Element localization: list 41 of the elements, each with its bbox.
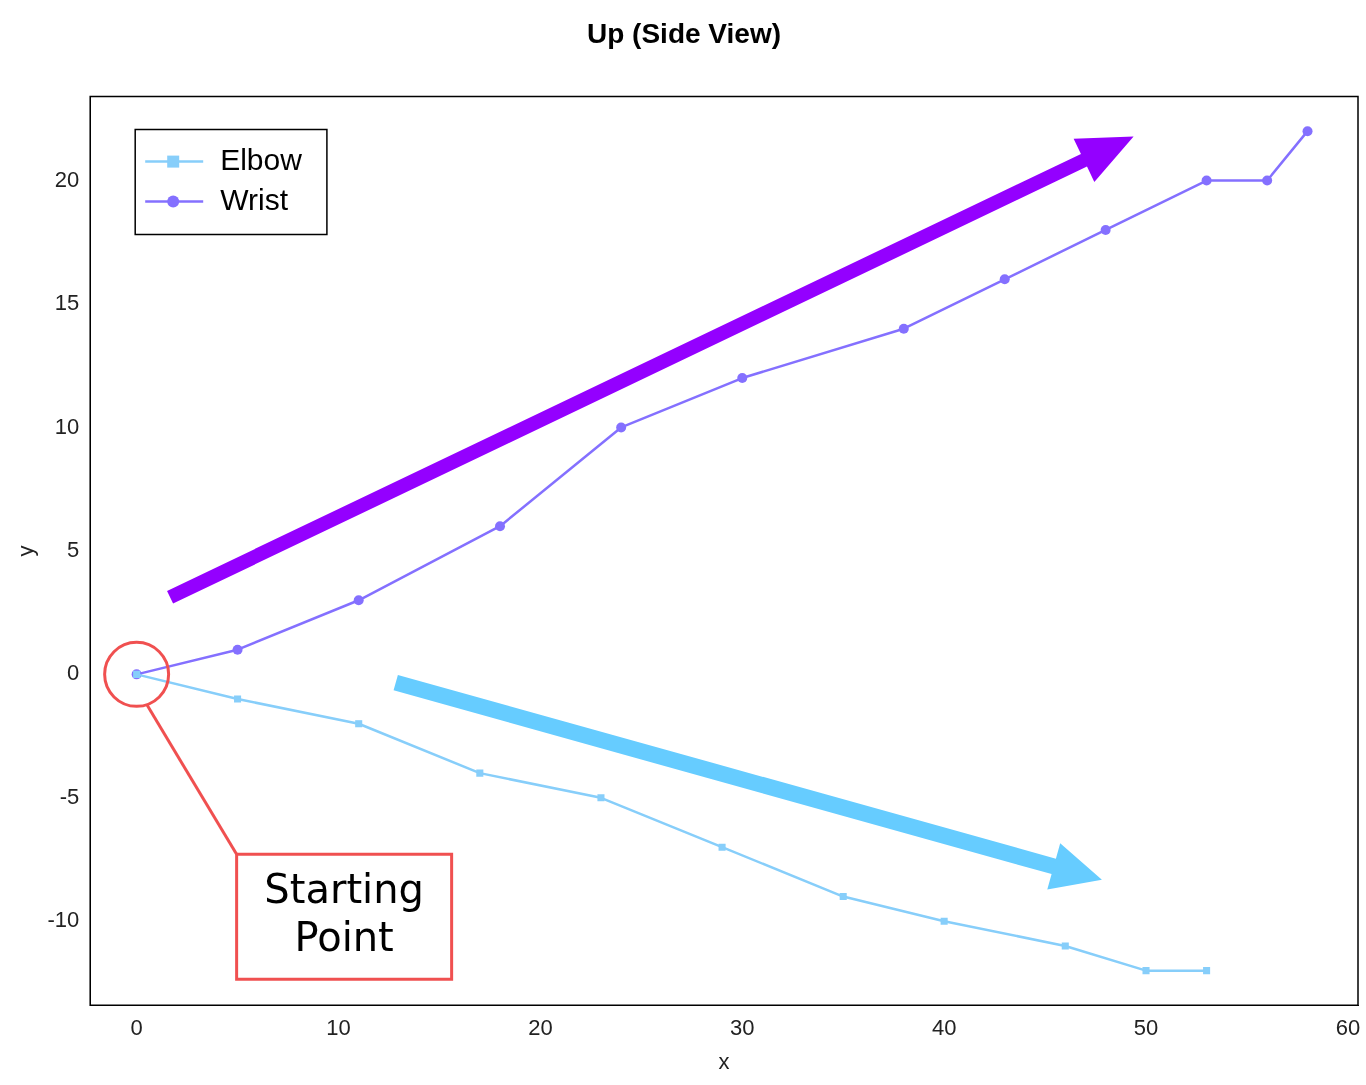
y-axis-title: y	[13, 545, 39, 557]
point	[353, 595, 364, 606]
point	[495, 521, 506, 532]
y-tick-label: 15	[54, 290, 80, 316]
x-tick-label: 40	[931, 1015, 957, 1041]
y-tick-label: 5	[66, 536, 80, 562]
point	[355, 720, 363, 728]
x-tick-label: 10	[326, 1015, 351, 1041]
y-tick-label: -5	[59, 783, 80, 809]
point	[1201, 175, 1212, 186]
point	[737, 373, 748, 384]
point	[1142, 967, 1150, 975]
x-axis-title: x	[718, 1048, 730, 1074]
point	[999, 274, 1010, 285]
chart-title: Up (Side View)	[587, 17, 781, 49]
annotation: Starting Point	[264, 866, 424, 961]
legend-label: Wrist	[220, 182, 289, 216]
x-tick-label: 50	[1133, 1015, 1159, 1041]
point	[616, 422, 627, 433]
point	[476, 769, 484, 777]
point	[1262, 175, 1273, 186]
legend-label: Elbow	[220, 142, 303, 176]
point	[234, 695, 242, 703]
point	[839, 893, 847, 901]
point	[232, 644, 243, 655]
x-tick-label: 0	[130, 1015, 143, 1041]
point	[718, 843, 726, 851]
y-tick-label: 20	[54, 166, 80, 192]
point	[597, 794, 605, 802]
point	[940, 917, 948, 925]
point	[1061, 942, 1069, 950]
point	[898, 323, 909, 334]
x-tick-label: 30	[730, 1015, 755, 1041]
y-tick-label: -10	[47, 907, 80, 933]
x-tick-label: 20	[528, 1015, 553, 1041]
point	[1302, 126, 1313, 137]
x-tick-label: 60	[1335, 1015, 1361, 1041]
y-tick-label: 0	[66, 660, 80, 686]
point	[1100, 224, 1111, 235]
y-tick-label: 10	[54, 413, 80, 439]
point	[1203, 967, 1211, 975]
